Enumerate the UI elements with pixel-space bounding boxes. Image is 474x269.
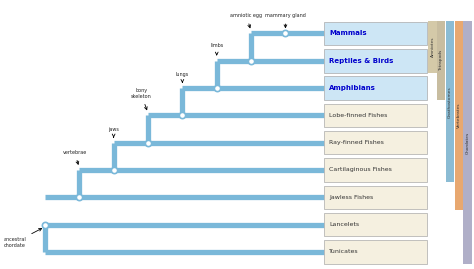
Bar (437, 21, 446, 100)
Text: Vertebrates: Vertebrates (456, 103, 461, 128)
Text: Lobe-finned Fishes: Lobe-finned Fishes (329, 113, 387, 118)
Bar (324, 49, 428, 73)
Text: Cartilaginous Fishes: Cartilaginous Fishes (329, 168, 392, 172)
Text: amniotic egg: amniotic egg (230, 13, 263, 28)
Text: Amphibians: Amphibians (329, 85, 376, 91)
Text: lungs: lungs (176, 72, 189, 82)
Text: bony
skeleton: bony skeleton (131, 88, 152, 110)
Bar (324, 76, 428, 100)
Text: Mammals: Mammals (329, 30, 366, 37)
Bar (324, 240, 428, 264)
Text: ancestral
chordate: ancestral chordate (4, 228, 42, 248)
Text: Chordates: Chordates (466, 132, 470, 154)
Bar (324, 22, 428, 45)
Text: Reptiles & Birds: Reptiles & Birds (329, 58, 393, 64)
Bar (446, 21, 454, 182)
Text: jaws: jaws (108, 127, 119, 137)
Bar (428, 21, 437, 73)
Text: Amniotes: Amniotes (430, 37, 435, 57)
Text: Tunicates: Tunicates (329, 249, 359, 254)
Text: mammary gland: mammary gland (265, 13, 306, 27)
Bar (324, 213, 428, 236)
Bar (324, 158, 428, 182)
Bar (455, 21, 463, 210)
Text: Gnathostomes: Gnathostomes (448, 86, 452, 118)
Bar (324, 131, 428, 154)
Text: vertebrae: vertebrae (63, 150, 87, 164)
Text: Jawless Fishes: Jawless Fishes (329, 195, 373, 200)
Text: limbs: limbs (210, 44, 223, 55)
Text: Ray-finned Fishes: Ray-finned Fishes (329, 140, 384, 145)
Text: Lancelets: Lancelets (329, 222, 359, 227)
Bar (463, 21, 473, 264)
Bar (324, 104, 428, 127)
Text: Tetrapods: Tetrapods (439, 50, 443, 71)
Bar (324, 186, 428, 209)
